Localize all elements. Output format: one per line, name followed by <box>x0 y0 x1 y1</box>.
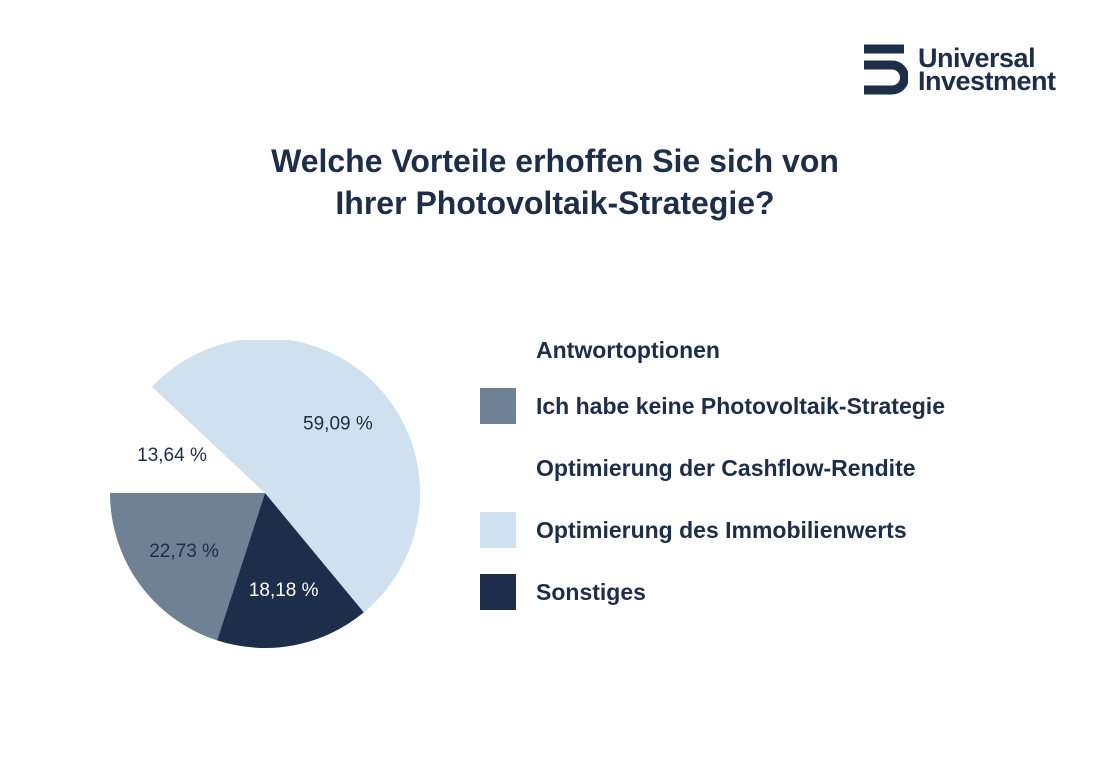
chart-legend: Antwortoptionen Ich habe keine Photovolt… <box>480 334 945 636</box>
chart-title-line1: Welche Vorteile erhoffen Sie sich von <box>271 143 839 179</box>
pie-slice <box>110 386 265 493</box>
chart-title: Welche Vorteile erhoffen Sie sich von Ih… <box>0 140 1110 224</box>
brand-name: Universal Investment <box>918 43 1056 96</box>
pie-slice <box>217 493 364 649</box>
brand-name-line2: Investment <box>918 66 1056 96</box>
legend-item-keine-strategie: Ich habe keine Photovoltaik-Strategie <box>480 388 945 424</box>
pie-value-labels: 22,73 % 13,64 % 59,09 % 18,18 % <box>137 414 373 602</box>
legend-swatch <box>480 574 516 610</box>
legend-item-immobilienwert: Optimierung des Immobilienwerts <box>480 512 945 548</box>
brand-logo: Universal Investment <box>862 44 1056 96</box>
pie-chart: 22,73 % 13,64 % 59,09 % 18,18 % <box>109 340 421 649</box>
pie-slice-value-label: 13,64 % <box>137 445 207 466</box>
chart-title-line2: Ihrer Photovoltaik-Strategie? <box>335 185 775 221</box>
pie-slice-value-label: 22,73 % <box>149 541 219 562</box>
legend-swatch <box>480 450 516 486</box>
pie-slice <box>109 493 265 641</box>
pie-slice-value-label: 18,18 % <box>249 580 319 601</box>
pie-slice <box>152 340 421 613</box>
legend-title: Antwortoptionen <box>536 337 720 363</box>
legend-item-cashflow-rendite: Optimierung der Cashflow-Rendite <box>480 450 945 486</box>
legend-swatch <box>480 512 516 548</box>
pie-slices <box>109 340 421 649</box>
legend-swatch <box>480 388 516 424</box>
legend-label: Sonstiges <box>536 578 646 605</box>
universal-investment-logo-icon <box>864 44 908 95</box>
legend-label: Ich habe keine Photovoltaik-Strategie <box>536 392 945 419</box>
legend-item-sonstiges: Sonstiges <box>480 574 945 610</box>
brand-name-line1: Universal <box>918 43 1036 73</box>
legend-label: Optimierung des Immobilienwerts <box>536 516 907 543</box>
legend-label: Optimierung der Cashflow-Rendite <box>536 454 916 481</box>
pie-slice-value-label: 59,09 % <box>303 414 373 435</box>
